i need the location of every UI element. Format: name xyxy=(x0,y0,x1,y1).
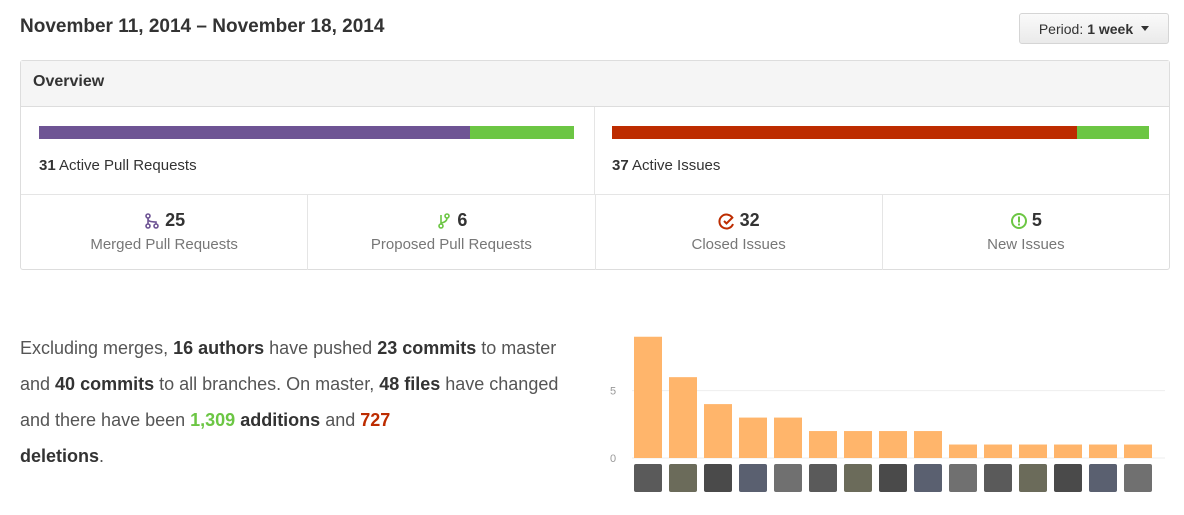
stat-closed-issues[interactable]: 32 Closed Issues xyxy=(596,195,883,270)
stat-merged-pull-requests[interactable]: 25 Merged Pull Requests xyxy=(21,195,309,270)
files-count: 48 files xyxy=(379,374,441,394)
summary-text-4: to all branches. On master, xyxy=(154,374,380,394)
new-issues-label: New Issues xyxy=(987,236,1065,253)
active-pull-requests-caption: 31 Active Pull Requests xyxy=(39,157,197,174)
commit-bar[interactable] xyxy=(1054,444,1082,458)
proposed-pr-value: 6 xyxy=(457,210,468,230)
chevron-down-icon xyxy=(1141,26,1150,31)
author-avatar[interactable] xyxy=(914,464,942,492)
merged-pr-icon xyxy=(145,212,159,229)
commit-bar[interactable] xyxy=(984,444,1012,458)
period-dropdown-button[interactable]: Period: 1 week xyxy=(1019,13,1169,44)
commit-bar[interactable] xyxy=(634,336,662,458)
proposed-pr-label: Proposed Pull Requests xyxy=(370,236,532,253)
additions-count: 1,309 xyxy=(190,410,236,430)
author-avatar[interactable] xyxy=(634,464,662,492)
summary-text-7: . xyxy=(99,446,105,466)
issues-bar xyxy=(612,126,1149,139)
active-issues-count: 37 xyxy=(612,157,629,174)
active-issues-section[interactable]: 37 Active Issues xyxy=(595,107,1169,194)
period-prefix: Period: xyxy=(1038,20,1084,37)
proposed-pr-segment xyxy=(470,126,574,139)
proposed-pr-icon xyxy=(438,212,451,229)
merged-pr-value: 25 xyxy=(165,210,186,230)
summary-text-5: have changed and there have been xyxy=(20,374,559,430)
commit-summary-text: Excluding merges, 16 authors have pushed… xyxy=(20,330,580,474)
period-value: 1 week xyxy=(1087,20,1134,37)
master-commits-count: 23 commits xyxy=(377,338,477,358)
authors-count-link[interactable]: 16 authors xyxy=(173,338,265,358)
pull-requests-bar xyxy=(39,126,574,139)
closed-issue-icon xyxy=(718,213,734,230)
summary-text-2: have pushed xyxy=(264,338,378,358)
author-avatar[interactable] xyxy=(1089,464,1117,492)
y-tick-label: 5 xyxy=(610,386,616,398)
commits-bar-chart: 05 xyxy=(610,336,1165,492)
author-avatar[interactable] xyxy=(809,464,837,492)
active-pr-label: Active Pull Requests xyxy=(59,157,197,174)
author-avatar[interactable] xyxy=(949,464,977,492)
commit-bar[interactable] xyxy=(1124,444,1152,458)
author-avatar[interactable] xyxy=(669,464,697,492)
author-avatar[interactable] xyxy=(739,464,767,492)
active-pr-count: 31 xyxy=(39,157,56,174)
author-avatar[interactable] xyxy=(1054,464,1082,492)
commit-bar[interactable] xyxy=(844,431,872,458)
commit-bar[interactable] xyxy=(879,431,907,458)
closed-issues-label: Closed Issues xyxy=(691,236,786,253)
closed-issues-value: 32 xyxy=(739,210,760,230)
author-avatar[interactable] xyxy=(844,464,872,492)
summary-text-3: to master and xyxy=(20,338,557,394)
additions-word: additions xyxy=(235,410,321,430)
commit-bar[interactable] xyxy=(739,417,767,458)
commit-bar[interactable] xyxy=(774,417,802,458)
deletions-count: 727 xyxy=(360,410,391,430)
author-avatar[interactable] xyxy=(704,464,732,492)
commit-bar[interactable] xyxy=(669,377,697,458)
commit-bar[interactable] xyxy=(704,404,732,458)
closed-issues-segment xyxy=(612,126,1077,139)
summary-text-6: and xyxy=(320,410,361,430)
date-range-title: November 11, 2014 – November 18, 2014 xyxy=(20,16,385,37)
new-issues-segment xyxy=(1076,126,1149,139)
commit-bar[interactable] xyxy=(1019,444,1047,458)
stat-proposed-pull-requests[interactable]: 6 Proposed Pull Requests xyxy=(308,195,596,270)
commit-bar[interactable] xyxy=(809,431,837,458)
deletions-word: deletions xyxy=(20,446,100,466)
active-issues-label: Active Issues xyxy=(632,157,721,174)
author-avatar[interactable] xyxy=(879,464,907,492)
active-issues-caption: 37 Active Issues xyxy=(612,157,720,174)
all-commits-count: 40 commits xyxy=(55,374,155,394)
active-pull-requests-section[interactable]: 31 Active Pull Requests xyxy=(21,107,595,194)
merged-pr-label: Merged Pull Requests xyxy=(90,236,238,253)
overview-panel: Overview 31 Active Pull Requests 37 Acti… xyxy=(20,60,1170,270)
author-avatar[interactable] xyxy=(984,464,1012,492)
author-avatar[interactable] xyxy=(774,464,802,492)
overview-title: Overview xyxy=(21,61,1169,107)
author-avatar[interactable] xyxy=(1019,464,1047,492)
stat-new-issues[interactable]: 5 New Issues xyxy=(883,195,1169,270)
commit-bar[interactable] xyxy=(914,431,942,458)
commit-bar[interactable] xyxy=(1089,444,1117,458)
author-avatar[interactable] xyxy=(1124,464,1152,492)
new-issue-icon xyxy=(1010,212,1027,229)
y-tick-label: 0 xyxy=(610,453,616,465)
summary-text-1: Excluding merges, xyxy=(20,338,174,358)
new-issues-value: 5 xyxy=(1031,210,1042,230)
commit-bar[interactable] xyxy=(949,444,977,458)
merged-pr-segment xyxy=(39,126,471,139)
